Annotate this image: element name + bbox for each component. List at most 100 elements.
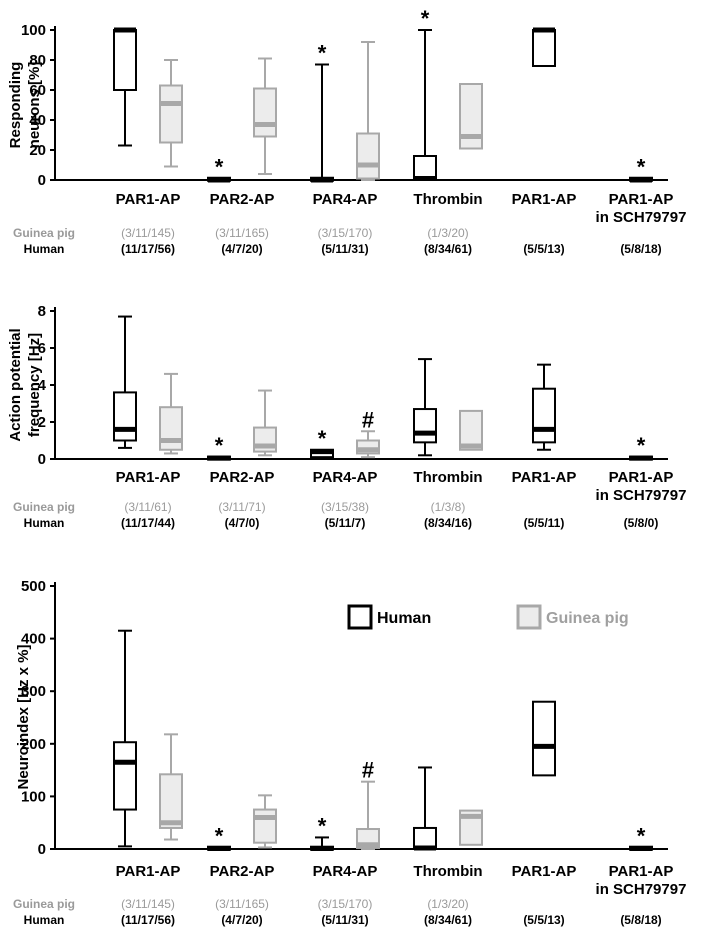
human-n: (8/34/61) [424, 242, 472, 256]
category-label: Thrombin [413, 863, 482, 880]
row-label-guinea-pig: Guinea pig [13, 226, 75, 240]
guinea-pig-n: (3/15/170) [318, 897, 373, 911]
category-label: Thrombin [413, 469, 482, 486]
human-n: (4/7/0) [225, 516, 260, 530]
y-tick-label: 80 [29, 52, 46, 69]
guinea-pig-n: (3/11/71) [218, 500, 265, 514]
category-label: PAR4-AP [313, 469, 378, 486]
category-label: PAR2-AP [210, 469, 275, 486]
guinea-pig-box [159, 84, 183, 144]
category-label: PAR4-AP [313, 863, 378, 880]
human-n: (5/8/0) [624, 516, 659, 530]
human-n: (5/11/31) [321, 913, 368, 927]
human-n: (8/34/61) [424, 913, 472, 927]
category-label: PAR1-AP [512, 863, 577, 880]
human-n: (5/8/18) [620, 242, 661, 256]
guinea-pig-n: (3/11/165) [215, 226, 269, 240]
guinea-pig-n: (1/3/20) [427, 897, 468, 911]
y-tick-label: 500 [21, 578, 46, 595]
category-label: PAR1-AP [116, 191, 181, 208]
legend-guinea-pig-label: Guinea pig [546, 610, 629, 627]
guinea-pig-n: (1/3/8) [431, 500, 466, 514]
human-n: (4/7/20) [221, 913, 262, 927]
significance-mark: * [421, 6, 430, 31]
guinea-pig-n: (1/3/20) [427, 226, 468, 240]
y-tick-label: 0 [38, 451, 46, 468]
y-tick-label: 0 [38, 172, 46, 189]
row-label-guinea-pig: Guinea pig [13, 500, 75, 514]
significance-mark: * [215, 823, 224, 848]
significance-mark: * [215, 433, 224, 458]
legend-human-swatch [347, 604, 373, 630]
guinea-pig-n: (3/15/38) [321, 500, 369, 514]
row-label-human: Human [24, 242, 65, 256]
guinea-pig-box [159, 773, 183, 829]
human-box [532, 700, 556, 777]
significance-mark: * [637, 433, 646, 458]
y-tick-label: 20 [29, 142, 46, 159]
y-tick-label: 100 [21, 22, 46, 39]
significance-mark: * [318, 813, 327, 838]
significance-mark: * [637, 155, 646, 180]
significance-mark: # [362, 407, 374, 432]
human-box [113, 391, 137, 442]
y-tick-label: 0 [38, 841, 46, 858]
legend-human-label: Human [377, 610, 431, 627]
guinea-pig-box [459, 409, 483, 451]
y-tick-label: 100 [21, 788, 46, 805]
y-tick-label: 6 [38, 340, 46, 357]
human-box [532, 387, 556, 444]
category-label: in SCH79797 [596, 881, 687, 898]
significance-mark: # [362, 758, 374, 783]
significance-mark: * [215, 155, 224, 180]
guinea-pig-box [459, 809, 483, 846]
y-tick-label: 200 [21, 736, 46, 753]
category-label: PAR4-AP [313, 191, 378, 208]
human-n: (5/11/31) [321, 242, 368, 256]
guinea-pig-n: (3/11/61) [124, 500, 171, 514]
y-tick-label: 40 [29, 112, 46, 129]
human-n: (5/8/18) [620, 913, 661, 927]
human-n: (5/11/7) [325, 516, 366, 530]
human-n: (5/5/13) [523, 913, 564, 927]
human-n: (5/5/11) [524, 516, 565, 530]
guinea-pig-n: (3/11/145) [121, 226, 175, 240]
y-tick-label: 2 [38, 414, 46, 431]
guinea-pig-box [459, 83, 483, 150]
y-axis-label: frequency [Hz] [26, 333, 43, 437]
human-n: (11/17/56) [121, 913, 175, 927]
y-axis-label: Action potential [7, 328, 24, 441]
category-label: PAR1-AP [512, 469, 577, 486]
guinea-pig-box [159, 406, 183, 451]
guinea-pig-n: (3/15/170) [318, 226, 373, 240]
guinea-pig-n: (3/11/165) [215, 897, 269, 911]
human-n: (8/34/16) [424, 516, 472, 530]
category-label: PAR1-AP [512, 191, 577, 208]
y-axis-label: Responding [7, 62, 24, 149]
y-tick-label: 400 [21, 631, 46, 648]
category-label: PAR2-AP [210, 863, 275, 880]
y-tick-label: 4 [38, 377, 47, 394]
human-n: (11/17/44) [121, 516, 175, 530]
human-n: (5/5/13) [523, 242, 564, 256]
row-label-human: Human [24, 913, 65, 927]
human-n: (4/7/20) [221, 242, 262, 256]
category-label: PAR2-AP [210, 191, 275, 208]
category-label: PAR1-AP [116, 863, 181, 880]
y-tick-label: 300 [21, 683, 46, 700]
human-box [532, 29, 556, 67]
human-box [113, 29, 137, 91]
significance-mark: * [637, 823, 646, 848]
category-label: in SCH79797 [596, 487, 687, 504]
guinea-pig-n: (3/11/145) [121, 897, 175, 911]
human-box [113, 741, 137, 811]
y-tick-label: 8 [38, 303, 46, 320]
category-label: in SCH79797 [596, 209, 687, 226]
row-label-human: Human [24, 516, 65, 530]
significance-mark: * [318, 41, 327, 66]
category-label: PAR1-AP [609, 469, 674, 486]
category-label: Thrombin [413, 191, 482, 208]
human-n: (11/17/56) [121, 242, 175, 256]
guinea-pig-box [253, 87, 277, 138]
